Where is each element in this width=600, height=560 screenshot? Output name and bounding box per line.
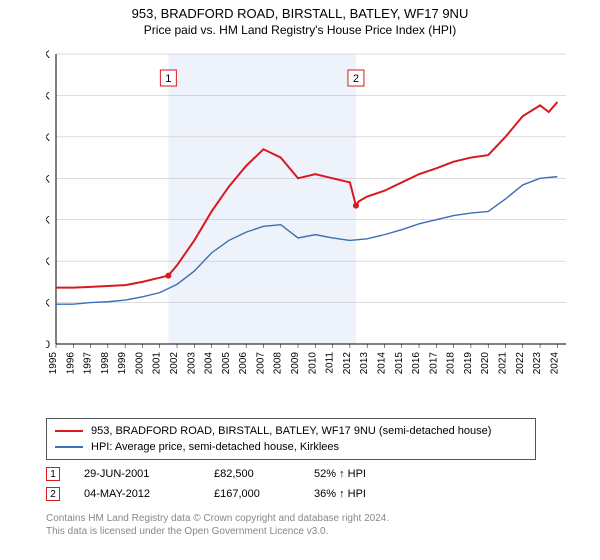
svg-text:2008: 2008	[273, 352, 284, 375]
legend-swatch-icon	[55, 446, 83, 448]
event-marker-icon: 2	[46, 487, 60, 501]
svg-text:2006: 2006	[238, 352, 249, 375]
svg-text:1998: 1998	[100, 352, 111, 375]
svg-text:2002: 2002	[169, 352, 180, 375]
footer-line: This data is licensed under the Open Gov…	[46, 525, 546, 538]
event-hpi: 36% ↑ HPI	[314, 488, 434, 500]
svg-text:2016: 2016	[411, 352, 422, 375]
svg-text:2012: 2012	[342, 352, 353, 375]
svg-text:2004: 2004	[204, 352, 215, 375]
svg-text:2017: 2017	[428, 352, 439, 375]
event-marker-icon: 1	[46, 467, 60, 481]
svg-text:2021: 2021	[497, 352, 508, 375]
svg-text:2011: 2011	[325, 352, 336, 374]
events-table: 1 29-JUN-2001 £82,500 52% ↑ HPI 2 04-MAY…	[46, 464, 536, 504]
footer-line: Contains HM Land Registry data © Crown c…	[46, 512, 546, 525]
svg-text:2019: 2019	[463, 352, 474, 375]
event-price: £82,500	[214, 468, 314, 480]
svg-text:2005: 2005	[221, 352, 232, 375]
svg-text:1997: 1997	[83, 352, 94, 375]
svg-text:1995: 1995	[48, 352, 59, 375]
svg-text:2014: 2014	[376, 352, 387, 375]
svg-text:£100K: £100K	[46, 256, 51, 268]
svg-text:£250K: £250K	[46, 132, 51, 144]
event-price: £167,000	[214, 488, 314, 500]
svg-text:£50K: £50K	[46, 298, 51, 310]
price-chart: £0 £50K £100K £150K £200K £250K £300K £350K 1995…	[46, 48, 576, 378]
svg-text:1: 1	[165, 73, 171, 85]
svg-text:£0: £0	[46, 339, 50, 351]
svg-text:2023: 2023	[532, 352, 543, 375]
svg-text:2022: 2022	[515, 352, 526, 375]
svg-text:2013: 2013	[359, 352, 370, 375]
event-date: 29-JUN-2001	[84, 468, 214, 480]
svg-text:2: 2	[353, 73, 359, 85]
svg-text:2010: 2010	[307, 352, 318, 375]
svg-text:2018: 2018	[446, 352, 457, 375]
event-row: 1 29-JUN-2001 £82,500 52% ↑ HPI	[46, 464, 536, 484]
legend-label: HPI: Average price, semi-detached house,…	[91, 441, 339, 453]
legend-item: HPI: Average price, semi-detached house,…	[55, 439, 527, 455]
page-title: 953, BRADFORD ROAD, BIRSTALL, BATLEY, WF…	[0, 6, 600, 21]
svg-text:2015: 2015	[394, 352, 405, 375]
svg-text:2024: 2024	[549, 352, 560, 375]
svg-text:2020: 2020	[480, 352, 491, 375]
svg-text:£200K: £200K	[46, 173, 51, 185]
event-date: 04-MAY-2012	[84, 488, 214, 500]
legend: 953, BRADFORD ROAD, BIRSTALL, BATLEY, WF…	[46, 418, 536, 460]
svg-text:2000: 2000	[134, 352, 145, 375]
svg-text:£150K: £150K	[46, 215, 51, 227]
svg-text:£350K: £350K	[46, 49, 51, 61]
legend-swatch-icon	[55, 430, 83, 432]
legend-label: 953, BRADFORD ROAD, BIRSTALL, BATLEY, WF…	[91, 425, 491, 437]
svg-text:1999: 1999	[117, 352, 128, 375]
svg-text:£300K: £300K	[46, 90, 51, 102]
footer: Contains HM Land Registry data © Crown c…	[46, 512, 546, 538]
svg-text:1996: 1996	[65, 352, 76, 375]
svg-text:2003: 2003	[186, 352, 197, 375]
event-hpi: 52% ↑ HPI	[314, 468, 434, 480]
legend-item: 953, BRADFORD ROAD, BIRSTALL, BATLEY, WF…	[55, 423, 527, 439]
svg-text:2009: 2009	[290, 352, 301, 375]
svg-text:2001: 2001	[152, 352, 163, 375]
event-row: 2 04-MAY-2012 £167,000 36% ↑ HPI	[46, 484, 536, 504]
page-subtitle: Price paid vs. HM Land Registry's House …	[0, 23, 600, 37]
svg-text:2007: 2007	[255, 352, 266, 375]
